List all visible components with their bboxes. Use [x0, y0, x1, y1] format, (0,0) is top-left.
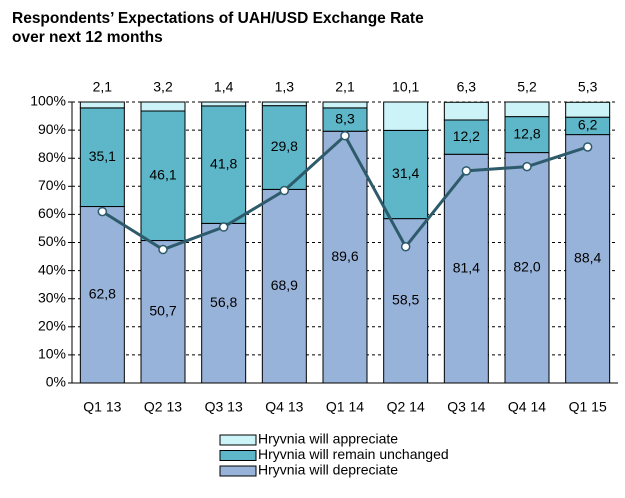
line-marker [582, 142, 593, 152]
bar-segment [565, 101, 611, 118]
chart-title: Respondents’ Expectations of UAH/USD Exc… [12, 10, 424, 27]
data-label: 31,4 [392, 165, 419, 181]
x-tick-label: Q2 13 [144, 399, 182, 415]
bar-segment [140, 110, 186, 242]
line-marker [158, 244, 168, 255]
y-tick-label: 80% [38, 149, 66, 165]
legend-swatch [219, 465, 257, 477]
bar-segment [79, 107, 125, 208]
line-marker [340, 130, 350, 141]
bar-segment [443, 101, 489, 121]
data-label: 50,7 [149, 302, 176, 318]
data-label: 56,8 [210, 294, 237, 310]
bar-segment [504, 152, 550, 384]
y-tick-label: 50% [38, 233, 66, 249]
bar-segment [79, 206, 125, 384]
data-label: 2,1 [335, 79, 355, 95]
data-label: 81,4 [453, 259, 480, 275]
data-label: 2,1 [93, 79, 113, 95]
data-label: 89,6 [331, 248, 358, 264]
x-tick-label: Q1 13 [83, 399, 121, 415]
data-label: 41,8 [210, 155, 237, 171]
x-tick-label: Q1 15 [569, 399, 607, 415]
data-label: 46,1 [149, 166, 176, 182]
data-label: 6,2 [578, 117, 598, 133]
data-label: 68,9 [271, 277, 298, 293]
data-label: 10,1 [392, 79, 419, 95]
line-marker [218, 222, 229, 232]
x-tick-label: Q2 14 [387, 399, 425, 415]
data-label: 5,2 [517, 79, 537, 95]
bar-segment [443, 119, 489, 155]
data-label: 3,2 [153, 79, 173, 95]
legend-swatch [219, 434, 257, 446]
data-label: 1,3 [275, 79, 295, 95]
x-tick-label: Q3 13 [205, 399, 243, 415]
bar-segment [261, 101, 307, 107]
bar-segment [504, 101, 550, 118]
data-label: 62,8 [89, 285, 116, 301]
bar-segment [383, 101, 429, 131]
y-tick-label: 70% [38, 177, 66, 193]
bar-segment [140, 240, 186, 384]
line-marker [522, 161, 532, 172]
chart-title: over next 12 months [12, 29, 163, 46]
y-tick-label: 10% [38, 346, 66, 362]
data-label: 29,8 [271, 138, 298, 154]
data-label: 6,3 [457, 79, 477, 95]
bar-segment [261, 188, 307, 384]
bar-segment [201, 101, 247, 107]
y-tick-label: 90% [38, 121, 66, 137]
bar-segment [79, 101, 125, 109]
y-tick-label: 60% [38, 205, 66, 221]
x-tick-label: Q1 14 [326, 399, 364, 415]
data-label: 1,4 [214, 79, 234, 95]
bar-segment [443, 153, 489, 384]
legend-label: Hryvnia will appreciate [258, 431, 398, 447]
bar-segment [322, 130, 368, 384]
data-label: 12,8 [513, 125, 540, 141]
bar-segment [383, 129, 429, 220]
legend-label: Hryvnia will depreciate [258, 462, 398, 478]
line-marker [400, 241, 411, 252]
line-marker [279, 185, 290, 196]
bar-segment [322, 101, 368, 109]
line-marker [461, 166, 472, 176]
data-label: 82,0 [513, 258, 540, 274]
x-tick-label: Q4 14 [508, 399, 546, 415]
y-tick-label: 40% [38, 261, 66, 277]
y-tick-label: 0% [46, 374, 66, 390]
y-tick-label: 100% [30, 93, 66, 109]
y-tick-label: 20% [38, 318, 66, 334]
x-tick-label: Q3 14 [447, 399, 485, 415]
data-label: 35,1 [89, 148, 116, 164]
line-marker [97, 206, 108, 217]
legend-label: Hryvnia will remain unchanged [258, 446, 449, 462]
bar-segment [504, 116, 550, 154]
x-tick-label: Q4 13 [265, 399, 303, 415]
y-tick-label: 30% [38, 289, 66, 305]
data-label: 88,4 [574, 250, 601, 266]
legend-swatch [219, 450, 257, 461]
data-label: 12,2 [453, 128, 480, 144]
bar-segment [565, 134, 611, 384]
data-label: 5,3 [578, 79, 598, 95]
bar-segment [140, 101, 186, 112]
data-label: 8,3 [335, 110, 355, 126]
data-label: 58,5 [392, 292, 419, 308]
